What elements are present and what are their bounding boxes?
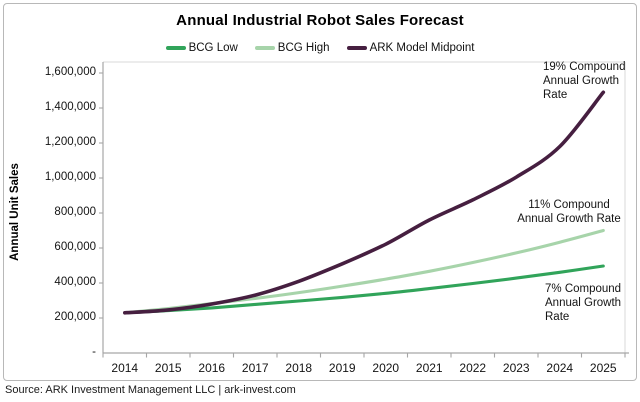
y-axis-tick-labels: 1,600,000 1,400,000 1,200,000 1,000,000 800,… <box>18 0 96 402</box>
x-tick-label: 2021 <box>415 361 443 375</box>
annotation-line: 19% Compound <box>543 61 626 73</box>
x-tick-label: 2019 <box>328 361 356 375</box>
annotation-7pct-cagr: 7% Compound Annual Growth Rate <box>545 282 637 324</box>
annotation-11pct-cagr: 11% Compound Annual Growth Rate <box>506 198 632 226</box>
legend-swatch-icon <box>254 46 275 50</box>
legend-label: BCG Low <box>188 42 238 54</box>
x-tick-label: 2015 <box>154 361 182 375</box>
y-tick-label: 1,600,000 <box>44 66 96 78</box>
annotation-line: Annual Growth <box>543 75 620 87</box>
x-tick-label: 2022 <box>459 361 487 375</box>
y-tick-label: 1,400,000 <box>44 101 96 113</box>
y-tick-label: 1,000,000 <box>44 171 96 183</box>
legend-label: BCG High <box>277 42 330 54</box>
annotation-line: 7% Compound <box>545 283 622 295</box>
x-tick-label: 2014 <box>111 361 139 375</box>
legend-swatch-icon <box>346 46 367 50</box>
annotation-line: Annual Growth <box>545 297 622 309</box>
y-tick-label: 200,000 <box>54 311 96 323</box>
x-tick-label: 2018 <box>285 361 313 375</box>
annotation-line: 11% Compound <box>528 199 610 211</box>
legend-item-ark-model-midpoint: ARK Model Midpoint <box>346 42 475 54</box>
x-tick-label: 2024 <box>546 361 574 375</box>
y-tick-label: 1,200,000 <box>44 136 96 148</box>
annotation-line: Rate <box>543 89 568 101</box>
x-tick-label: 2023 <box>502 361 530 375</box>
y-tick-label: 400,000 <box>54 276 96 288</box>
annotation-line: Rate <box>545 311 570 323</box>
y-tick-label: - <box>92 346 96 358</box>
y-tick-label: 600,000 <box>54 241 96 253</box>
x-tick-label: 2017 <box>241 361 269 375</box>
x-tick-label: 2020 <box>372 361 400 375</box>
y-tick-label: 800,000 <box>54 206 96 218</box>
annotation-19pct-cagr: 19% Compound Annual Growth Rate <box>543 60 639 102</box>
x-tick-label: 2025 <box>589 361 617 375</box>
legend-label: ARK Model Midpoint <box>369 42 475 54</box>
x-tick-label: 2016 <box>198 361 226 375</box>
legend-swatch-icon <box>165 46 186 50</box>
legend-item-bcg-low: BCG Low <box>165 42 238 54</box>
chart-legend: BCG Low BCG High ARK Model Midpoint <box>0 40 640 56</box>
annotation-line: Annual Growth Rate <box>517 213 621 225</box>
source-note: Source: ARK Investment Management LLC | … <box>5 384 296 396</box>
legend-item-bcg-high: BCG High <box>254 42 330 54</box>
chart-title: Annual Industrial Robot Sales Forecast <box>176 12 464 29</box>
